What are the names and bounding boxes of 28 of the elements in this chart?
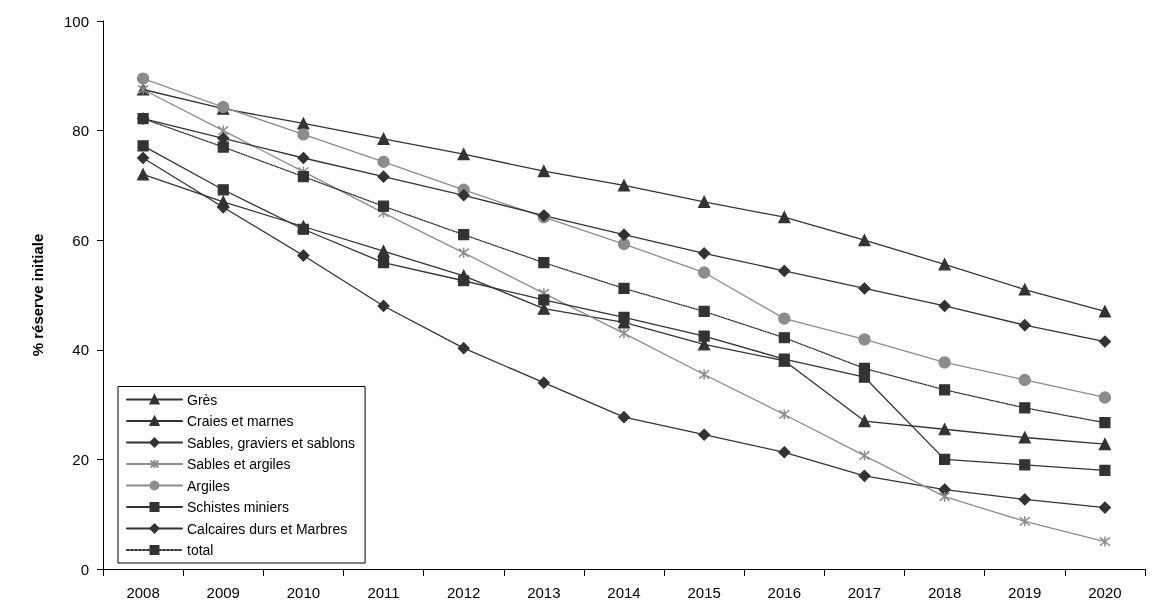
x-tick-label: 2018 [927, 584, 962, 601]
x-tick-label: 2012 [447, 584, 481, 601]
x-tick-label: 2013 [527, 584, 561, 601]
legend-label: Argiles [187, 477, 230, 494]
y-tick-label: 0 [80, 560, 89, 578]
y-tick-label: 80 [72, 122, 89, 140]
x-tick-label: 2010 [286, 584, 321, 601]
y-tick-label: 60 [72, 231, 89, 249]
x-tick-label: 2016 [767, 584, 801, 601]
x-tick-label: 2015 [687, 584, 721, 601]
x-tick-label: 2019 [1008, 584, 1042, 601]
x-tick-label: 2011 [367, 584, 400, 601]
x-tick-label: 2008 [126, 584, 160, 601]
legend-label: Grès [187, 391, 218, 408]
x-tick-label: 2017 [847, 584, 882, 601]
legend-label: Sables, graviers et sablons [187, 434, 356, 451]
y-tick-label: 100 [63, 12, 89, 30]
legend-label: Sables et argiles [187, 456, 291, 472]
x-tick-label: 2009 [206, 584, 240, 601]
x-tick-label: 2014 [607, 584, 641, 601]
legend-label: total [187, 542, 214, 558]
legend-label: Calcaires durs et Marbres [187, 520, 348, 537]
x-tick-label: 2020 [1088, 584, 1122, 601]
y-tick-label: 40 [72, 341, 89, 359]
y-tick-label: 20 [72, 450, 89, 468]
legend-label: Schistes miniers [187, 499, 289, 515]
legend-label: Craies et marnes [187, 413, 294, 429]
y-axis-title: % réserve initiale [29, 233, 46, 357]
